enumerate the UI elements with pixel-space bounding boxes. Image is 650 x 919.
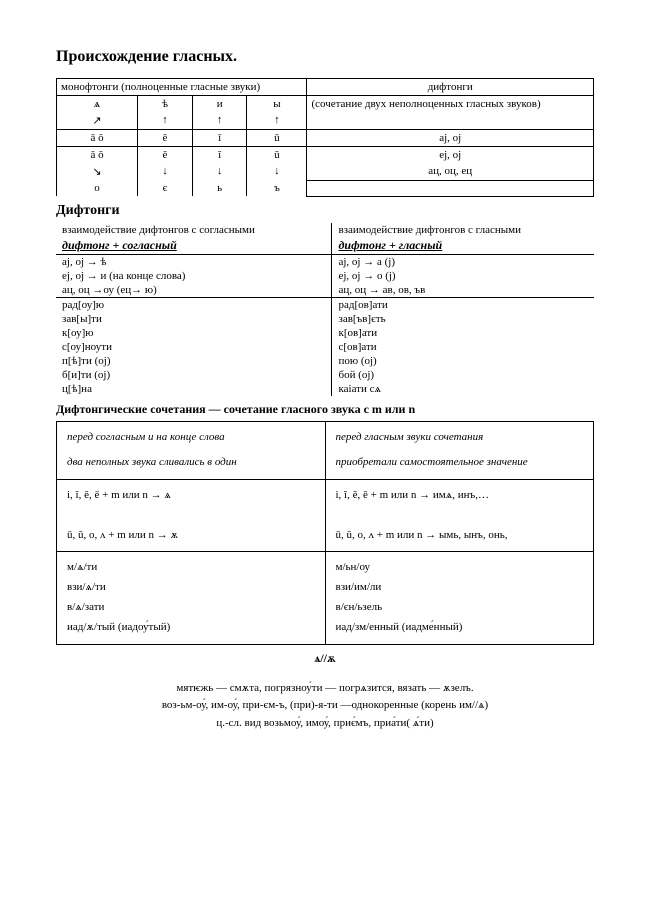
rule-left: aц, oц →оу (eц→ ю) <box>56 283 332 298</box>
ex-right: к[ов]ати <box>332 326 594 340</box>
sub-right: дифтонг + гласный <box>332 237 594 255</box>
mid-note: ѧ//ѫ <box>56 651 594 666</box>
mono-cell: ь <box>192 180 247 196</box>
ex-left: рад[оу]ю <box>56 297 332 312</box>
ex-right: каіати сѧ <box>332 382 594 396</box>
empty-cell <box>307 180 594 196</box>
mono-cell: ↑ <box>192 112 247 130</box>
combo-row3-right: м/ьн/оу взи/им/ли в/єн/ьзель иад/зм/енны… <box>325 552 594 644</box>
ex-left: к[оу]ю <box>56 326 332 340</box>
ex-left: с[оу]ноути <box>56 340 332 354</box>
footer-line-2: воз-ьм-оу́, им-оу́, при-єм-ъ, (при)-я-ти… <box>56 697 594 715</box>
combo-heading: Дифтонгические сочетания — сочетание гла… <box>56 402 594 417</box>
rule-right: ej, oj → о (j) <box>332 269 594 283</box>
rule-left: ej, oj → и (на конце слова) <box>56 269 332 283</box>
combo-head-right: перед гласным звуки сочетания приобретал… <box>325 421 594 480</box>
diphthongs-interaction-table: взаимодействие дифтонгов с согласными вз… <box>56 223 594 396</box>
mono-cell: ↑ <box>247 112 307 130</box>
mono-cell: ↗ <box>57 112 138 130</box>
diph-header: дифтонги <box>307 79 594 96</box>
ex-right: рад[ов]ати <box>332 297 594 312</box>
head-left-1: перед согласным и на конце слова <box>67 428 315 448</box>
diph-note: (сочетание двух неполноценных гласных зв… <box>307 96 594 130</box>
ex-left: п[ѣ]ти (oj) <box>56 354 332 368</box>
diph-row: aц, oц, eц <box>307 163 594 180</box>
mono-cell: и <box>192 96 247 113</box>
ex-right: зав[ъв]єть <box>332 312 594 326</box>
mono-cell: ѣ <box>138 96 193 113</box>
mono-cell: ĕ <box>138 147 193 164</box>
diphthong-combinations-table: перед согласным и на конце слова два неп… <box>56 421 594 645</box>
rule-right: aj, oj → а (j) <box>332 254 594 269</box>
combo-head-left: перед согласным и на конце слова два неп… <box>57 421 326 480</box>
mono-cell: ă ŏ <box>57 147 138 164</box>
mono-cell: ъ <box>247 180 307 196</box>
footer-notes: мятѥжь — смѫта, погрязноу́ти — погрѧзитс… <box>56 680 594 733</box>
rule-left: aj, oj → ѣ <box>56 254 332 269</box>
combo-row3-left: м/ѧ/ти взи/ѧ/ти в/ѧ/зати иад/ѫ/тый (иадо… <box>57 552 326 644</box>
ex-left: б[и]ти (oj) <box>56 368 332 382</box>
ex-left: ц[ѣ]на <box>56 382 332 396</box>
head-right-1: перед гласным звуки сочетания <box>336 428 584 448</box>
mono-cell: ↓ <box>138 163 193 180</box>
ex-right: бой (oj) <box>332 368 594 382</box>
mono-cell: ū <box>247 130 307 147</box>
mono-cell: о <box>57 180 138 196</box>
mono-cell: ѧ <box>57 96 138 113</box>
mono-cell: ↓ <box>192 163 247 180</box>
mono-cell: ŭ <box>247 147 307 164</box>
sub-left: дифтонг + согласный <box>56 237 332 255</box>
monophthong-diphthong-table: монофтонги (полноценные гласные звуки) д… <box>56 78 594 197</box>
mono-cell: ↓ <box>247 163 307 180</box>
page-title: Происхождение гласных. <box>56 48 594 66</box>
ex-left: зав[ы]ти <box>56 312 332 326</box>
head-left-2: два неполных звука сливались в один <box>67 453 315 473</box>
footer-line-1: мятѥжь — смѫта, погрязноу́ти — погрѧзитс… <box>56 680 594 698</box>
combo-row2-right: i, ĭ, ĕ, ē + m или n → имѧ, инъ,… ū, ŭ, … <box>325 480 594 552</box>
diph-row: aj, oj <box>307 130 594 147</box>
mono-cell: є <box>138 180 193 196</box>
col-head-left: взаимодействие дифтонгов с согласными <box>56 223 332 237</box>
mono-cell: ↑ <box>138 112 193 130</box>
combo-row2-left: i, ĭ, ĕ, ē + m или n → ѧ ū, ŭ, о, ʌ + m … <box>57 480 326 552</box>
mono-cell: ĭ <box>192 147 247 164</box>
head-right-2: приобретали самостоятельное значение <box>336 453 584 473</box>
mono-cell: ↘ <box>57 163 138 180</box>
col-head-right: взаимодействие дифтонгов с гласными <box>332 223 594 237</box>
mono-cell: ē <box>138 130 193 147</box>
diphthongs-heading: Дифтонги <box>56 203 594 219</box>
rule-right: aц, oц → ав, ов, ъв <box>332 283 594 298</box>
mono-cell: ы <box>247 96 307 113</box>
footer-line-3: ц.-сл. вид возьмоу́, имоу́, приє́мъ, при… <box>56 715 594 733</box>
diph-row: ej, oj <box>307 147 594 164</box>
ex-right: пою (oj) <box>332 354 594 368</box>
mono-cell: ī <box>192 130 247 147</box>
mono-header: монофтонги (полноценные гласные звуки) <box>57 79 307 96</box>
ex-right: с[ов]ати <box>332 340 594 354</box>
mono-cell: ā ŏ <box>57 130 138 147</box>
